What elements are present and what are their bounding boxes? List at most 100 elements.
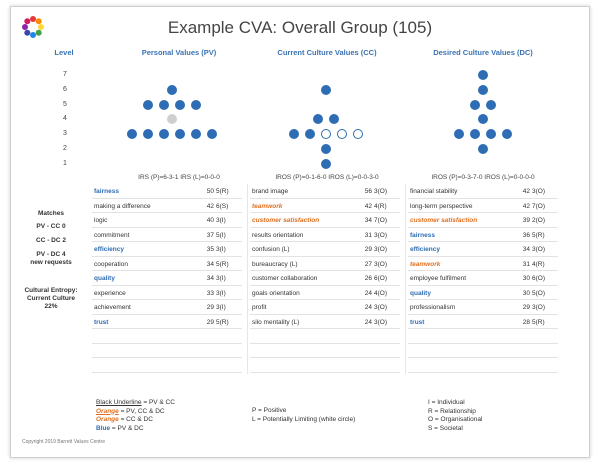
value-score: 27 bbox=[364, 260, 372, 268]
value-row: employee fulfilment 30 6(O) bbox=[408, 271, 558, 286]
matches-heading: Matches bbox=[37, 210, 64, 217]
dc-iros: IROS (P)=0-3-7-0 IROS (L)=0-0-0-0 bbox=[431, 174, 535, 181]
cc-values-list: brand image 56 3(O) teamwork 42 4(R) customer … bbox=[250, 184, 400, 373]
value-score: 30 bbox=[522, 289, 530, 297]
empty-row bbox=[92, 329, 242, 344]
value-row: achievement 29 3(I) bbox=[92, 300, 242, 315]
value-code: 3(O) bbox=[374, 246, 387, 253]
value-code: 6(S) bbox=[216, 202, 229, 210]
value-score: 35 bbox=[206, 246, 214, 253]
value-dot bbox=[502, 129, 512, 140]
copyright: Copyright 2019 Barrett Values Centre bbox=[22, 439, 106, 445]
level-number: 4 bbox=[63, 115, 67, 123]
value-score: 56 bbox=[364, 188, 372, 195]
value-score: 34 bbox=[364, 217, 372, 224]
level-number: 5 bbox=[63, 100, 67, 108]
column-divider bbox=[247, 184, 248, 374]
value-label: long-term perspective bbox=[410, 202, 473, 210]
value-label: teamwork bbox=[410, 260, 441, 268]
level-number: 6 bbox=[63, 85, 67, 93]
value-code: 3(O) bbox=[374, 318, 387, 326]
value-dot bbox=[167, 114, 177, 125]
value-score: 24 bbox=[364, 318, 372, 326]
value-code: 5(I) bbox=[216, 231, 226, 239]
value-row: logic 40 3(I) bbox=[92, 213, 242, 228]
value-row: trust 28 5(R) bbox=[408, 315, 558, 329]
value-dot bbox=[478, 144, 488, 154]
value-dot bbox=[486, 99, 496, 110]
level-number: 3 bbox=[63, 130, 67, 138]
iros-legend: I = Individual R = Relationship O = Orga… bbox=[428, 399, 482, 433]
value-dot bbox=[127, 129, 137, 140]
level-header: Level bbox=[54, 48, 74, 57]
funnel-segment bbox=[315, 98, 337, 112]
value-row: efficiency 34 3(O) bbox=[408, 242, 558, 257]
value-dot bbox=[167, 84, 177, 95]
value-score: 34 bbox=[206, 275, 214, 282]
value-row: fairness 50 5(R) bbox=[92, 184, 242, 199]
pv-irs: IRS (P)=6-3-1 IRS (L)=0-0-0 bbox=[138, 174, 220, 181]
value-label: brand image bbox=[252, 188, 289, 195]
value-dot bbox=[305, 129, 315, 140]
empty-row bbox=[408, 344, 558, 358]
value-dot bbox=[321, 158, 331, 169]
value-code: 3(I) bbox=[216, 289, 226, 297]
legend-underline-val: = PV & CC bbox=[141, 399, 175, 406]
value-row: trust 29 5(R) bbox=[92, 315, 242, 329]
value-row: cooperation 34 5(R) bbox=[92, 257, 242, 271]
value-dot bbox=[289, 129, 299, 140]
value-code: 3(I) bbox=[216, 246, 226, 253]
value-row: brand image 56 3(O) bbox=[250, 184, 400, 199]
value-code: 3(I) bbox=[216, 217, 226, 224]
value-dot bbox=[454, 129, 464, 140]
legend-underline-key: Black Underline bbox=[96, 399, 142, 406]
value-dot bbox=[321, 144, 331, 154]
value-score: 33 bbox=[206, 289, 214, 297]
value-row: profit 24 3(O) bbox=[250, 300, 400, 315]
value-row: results orientation 31 3(O) bbox=[250, 228, 400, 242]
value-label: fairness bbox=[94, 188, 119, 195]
value-code: 3(O) bbox=[374, 231, 387, 239]
value-score: 42 bbox=[364, 202, 372, 210]
new-requests: new requests bbox=[30, 259, 72, 266]
value-label: quality bbox=[94, 275, 115, 282]
value-code: 6(O) bbox=[374, 275, 387, 282]
value-score: 29 bbox=[522, 304, 530, 311]
value-code: 3(O) bbox=[374, 304, 387, 311]
entropy-value: 22% bbox=[44, 303, 58, 310]
funnel-segment bbox=[453, 157, 513, 171]
value-label: goals orientation bbox=[252, 289, 300, 297]
value-code: 4(R) bbox=[532, 260, 545, 268]
color-legend: Black Underline = PV & CC Orange = PV, C… bbox=[96, 399, 175, 433]
dc-values-list: financial stability 42 3(O) long-term persp… bbox=[408, 184, 558, 373]
limiting-value-dot bbox=[353, 129, 363, 140]
value-dot bbox=[470, 99, 480, 110]
value-score: 42 bbox=[522, 202, 530, 210]
value-row: bureaucracy (L) 27 3(O) bbox=[250, 257, 400, 271]
value-score: 29 bbox=[364, 246, 372, 253]
value-score: 24 bbox=[364, 304, 372, 311]
value-code: 3(I) bbox=[216, 275, 226, 282]
value-label: silo mentality (L) bbox=[252, 318, 300, 326]
value-label: efficiency bbox=[410, 246, 440, 253]
legend-orange-u-val: = PV, CC & DC bbox=[118, 407, 165, 415]
pl-legend: P = Positive L = Potentially Limiting (w… bbox=[252, 407, 355, 424]
value-row: making a difference 42 6(S) bbox=[92, 199, 242, 213]
value-score: 34 bbox=[522, 246, 530, 253]
value-dot bbox=[313, 114, 323, 125]
legend-orange-u-key: Orange bbox=[96, 407, 119, 415]
value-dot bbox=[478, 114, 488, 125]
value-score: 29 bbox=[206, 318, 214, 326]
value-row: teamwork 31 4(R) bbox=[408, 257, 558, 271]
value-label: bureaucracy (L) bbox=[252, 260, 298, 268]
value-code: 5(R) bbox=[216, 318, 229, 326]
column-divider bbox=[405, 184, 406, 374]
pv-values-list: fairness 50 5(R) making a difference 42 6(S) l… bbox=[92, 184, 242, 373]
empty-row bbox=[92, 358, 242, 373]
value-dot bbox=[175, 99, 185, 110]
limiting-value-dot bbox=[337, 129, 347, 140]
value-row: quality 30 5(O) bbox=[408, 286, 558, 300]
value-row: customer satisfaction 34 7(O) bbox=[250, 213, 400, 228]
legend-i: I = Individual bbox=[428, 399, 465, 406]
value-dot bbox=[143, 99, 153, 110]
